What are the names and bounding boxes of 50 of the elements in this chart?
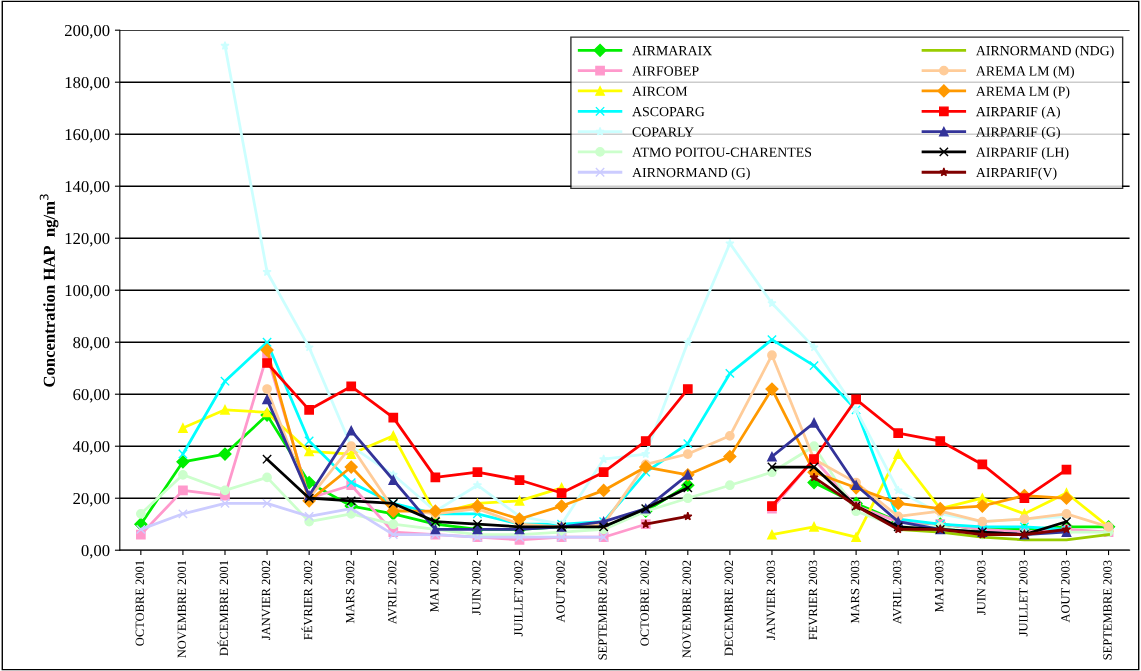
x-tick-label: JANVIER 2003 xyxy=(766,560,776,640)
legend-label: ATMO POITOU-CHARENTES xyxy=(632,147,812,157)
legend-label: AIRNORMAND (G) xyxy=(632,167,750,181)
x-tick-label: JUILLET 2002 xyxy=(514,560,523,637)
y-tick-label: 40,00 xyxy=(72,440,110,455)
legend-label: AIRPARIF (LH) xyxy=(975,147,1069,160)
legend-label: COPARLY xyxy=(632,127,694,137)
x-tick-label: JUILLET 2003 xyxy=(1019,560,1028,637)
x-tick-label: AOUT 2002 xyxy=(556,560,565,623)
y-tick-label: 0,00 xyxy=(81,544,110,559)
legend-label: AIRCOM xyxy=(632,86,688,96)
x-tick-label: NOVEMBRE 2001 xyxy=(177,560,187,658)
x-tick-label: AVRIL 2003 xyxy=(892,560,902,625)
x-tick-label: SEPTEMBRE 2003 xyxy=(1103,560,1112,660)
y-tick-label: 80,00 xyxy=(73,336,110,351)
x-tick-label: FÉVRIER 2002 xyxy=(301,560,313,640)
x-tick-label: DÉCEMBRE 2001 xyxy=(217,560,229,656)
y-tick-label: 60,00 xyxy=(73,388,110,403)
x-tick-label: DECEMBRE 2002 xyxy=(724,560,734,656)
x-tick-label: FEVRIER 2003 xyxy=(808,560,818,640)
legend-label: AIRPARIF (A) xyxy=(975,106,1060,120)
x-tick-label: MARS 2003 xyxy=(850,560,860,624)
y-tick-label: 180,00 xyxy=(65,76,110,91)
legend-label: AREMA LM (M) xyxy=(975,65,1074,79)
x-tick-label: MAI 2002 xyxy=(430,560,439,613)
x-tick-label: JANVIER 2002 xyxy=(261,560,271,640)
legend-label: ASCOPARG xyxy=(632,106,705,117)
x-tick-label: SEPTEMBRE 2002 xyxy=(598,560,607,660)
x-tick-label: JUIN 2003 xyxy=(977,560,986,615)
legend-label: AIRPARIF (G) xyxy=(975,126,1060,140)
y-tick-label: 160,00 xyxy=(65,128,110,143)
x-tick-label: MARS 2002 xyxy=(345,560,355,624)
y-axis-title: Concentration HAP ng/m$^{3}$ xyxy=(39,194,59,387)
x-tick-label: MAI 2003 xyxy=(934,560,944,613)
y-tick-label: 120,00 xyxy=(65,232,110,247)
x-tick-label: NOVEMBRE 2002 xyxy=(682,560,691,658)
x-tick-label: OCTOBRE 2002 xyxy=(640,560,649,646)
legend-label: AIRFOBEP xyxy=(632,66,699,76)
legend-label: AIRMARAIX xyxy=(632,46,712,56)
x-tick-label: AVRIL 2002 xyxy=(387,560,397,625)
y-tick-label: 200,00 xyxy=(64,24,110,39)
x-tick-label: JUIN 2002 xyxy=(472,560,481,615)
y-tick-label: 140,00 xyxy=(65,180,110,195)
y-tick-label: 100,00 xyxy=(65,284,110,299)
legend-label: AREMA LM (P) xyxy=(975,86,1070,99)
x-tick-label: AOUT 2003 xyxy=(1061,560,1070,623)
legend-label: AIRNORMAND (NDG) xyxy=(975,45,1114,59)
x-tick-label: OCTOBRE 2001 xyxy=(135,560,144,646)
legend-label: AIRPARIF(V) xyxy=(975,167,1057,181)
y-tick-label: 20,00 xyxy=(73,492,110,507)
